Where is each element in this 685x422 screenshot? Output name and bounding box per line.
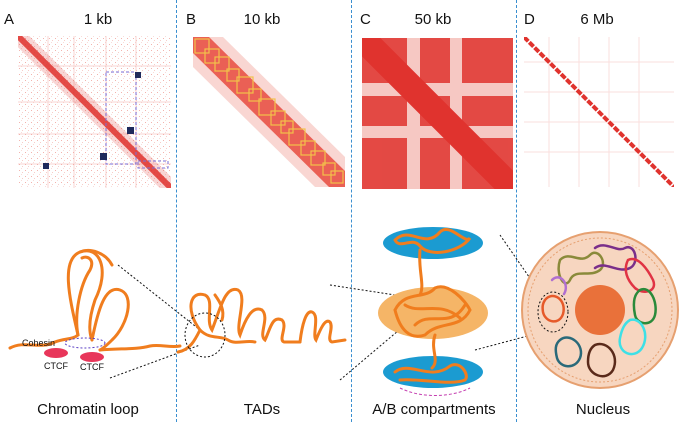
hic-map-6mb — [524, 37, 674, 187]
hic-map-10kb — [193, 37, 345, 187]
panel-d-resolution: 6 Mb — [580, 11, 614, 28]
tad-fiber — [176, 287, 347, 354]
ctcf-left — [44, 348, 68, 358]
tad-boxes — [194, 38, 344, 184]
ctcf-left-label: CTCF — [44, 361, 68, 371]
ctcf-right — [80, 352, 104, 362]
divider-1 — [176, 0, 177, 422]
hic-map-50kb — [362, 38, 513, 189]
chromatin-loop-fiber — [8, 249, 182, 352]
caption-chromatin-loop: Chromatin loop — [37, 401, 139, 418]
loop-dot-4 — [43, 163, 49, 169]
panel-a-letter: A — [4, 11, 15, 28]
panel-c-letter: C — [360, 11, 371, 28]
loop-box — [105, 71, 137, 165]
panel-b-resolution: 10 kb — [243, 11, 281, 28]
caption-nucleus: Nucleus — [575, 401, 631, 418]
panel-b-letter: B — [186, 11, 197, 28]
nucleolus — [575, 285, 625, 335]
panel-c-resolution: 50 kb — [414, 11, 452, 28]
hic-map-1kb — [18, 36, 171, 188]
ctcf-right-label: CTCF — [80, 362, 104, 372]
hic-diagonal-6mb — [524, 37, 674, 187]
chromosome-territories — [541, 244, 657, 378]
caption-ab-compartments: A/B compartments — [372, 401, 496, 418]
caption-tads: TADs — [243, 401, 281, 418]
panel-d-letter: D — [524, 11, 535, 28]
compartment-fiber — [393, 228, 472, 384]
divider-3 — [516, 0, 517, 422]
lower-illustrations: Cohesin CTCF CTCF — [8, 227, 679, 396]
loop-dot-1 — [135, 72, 141, 78]
loop-dot-2 — [127, 127, 134, 134]
panel-a-resolution: 1 kb — [83, 11, 113, 28]
hic-diagonal — [18, 36, 171, 188]
divider-2 — [351, 0, 352, 422]
cohesin-ring — [64, 337, 106, 349]
loop-dot-3 — [100, 153, 107, 160]
cohesin-label: Cohesin — [22, 338, 55, 348]
